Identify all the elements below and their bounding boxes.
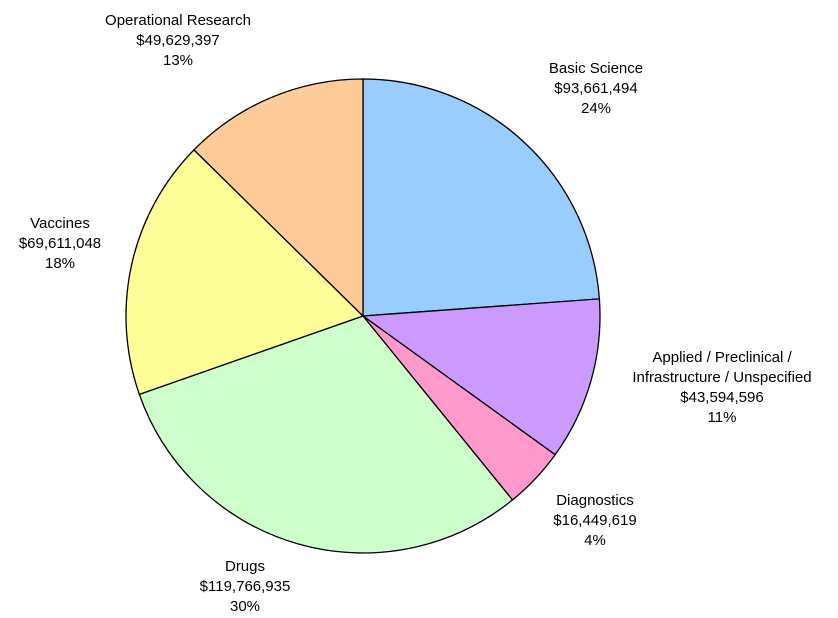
pie-slice-applied-preclinical-infrastructure-unspecified (361, 298, 601, 456)
slice-label: Applied / Preclinical / (652, 349, 792, 366)
slice-amount: $93,661,494 (554, 80, 637, 97)
slice-amount: $119,766,935 (200, 578, 291, 595)
slice-label-group: Operational Research $49,629,397 13% (105, 12, 251, 69)
slice-percent: 24% (581, 100, 611, 117)
slice-label: Drugs (225, 558, 265, 575)
pie-slice-vaccines (125, 148, 365, 396)
pie-slice-drugs (138, 315, 514, 554)
pie-slice-operational-research (193, 78, 364, 318)
slice-amount: $69,611,048 (19, 235, 101, 252)
slice-label-group: Drugs $119,766,935 30% (200, 558, 291, 615)
slice-label: Infrastructure / Unspecified (632, 369, 811, 386)
slice-amount: $49,629,397 (136, 32, 219, 49)
slice-percent: 30% (230, 598, 260, 615)
slice-label-group: Basic Science $93,661,494 24% (549, 60, 643, 117)
slice-percent: 18% (45, 255, 75, 272)
slice-amount: $43,594,596 (680, 389, 763, 406)
slice-label: Vaccines (30, 215, 90, 232)
slice-label-group: Diagnostics $16,449,619 4% (553, 492, 636, 549)
slice-label-group: Vaccines $69,611,048 18% (19, 215, 101, 272)
slice-percent: 11% (708, 409, 737, 426)
slice-label: Basic Science (549, 60, 643, 77)
slice-label: Operational Research (105, 12, 251, 29)
pie-slice-basic-science (362, 78, 601, 317)
slice-label-group: Applied / Preclinical / Infrastructure / … (632, 349, 811, 426)
slice-percent: 4% (584, 532, 606, 549)
slice-percent: 13% (163, 52, 193, 69)
slice-label: Diagnostics (556, 492, 634, 509)
slice-amount: $16,449,619 (553, 512, 636, 529)
